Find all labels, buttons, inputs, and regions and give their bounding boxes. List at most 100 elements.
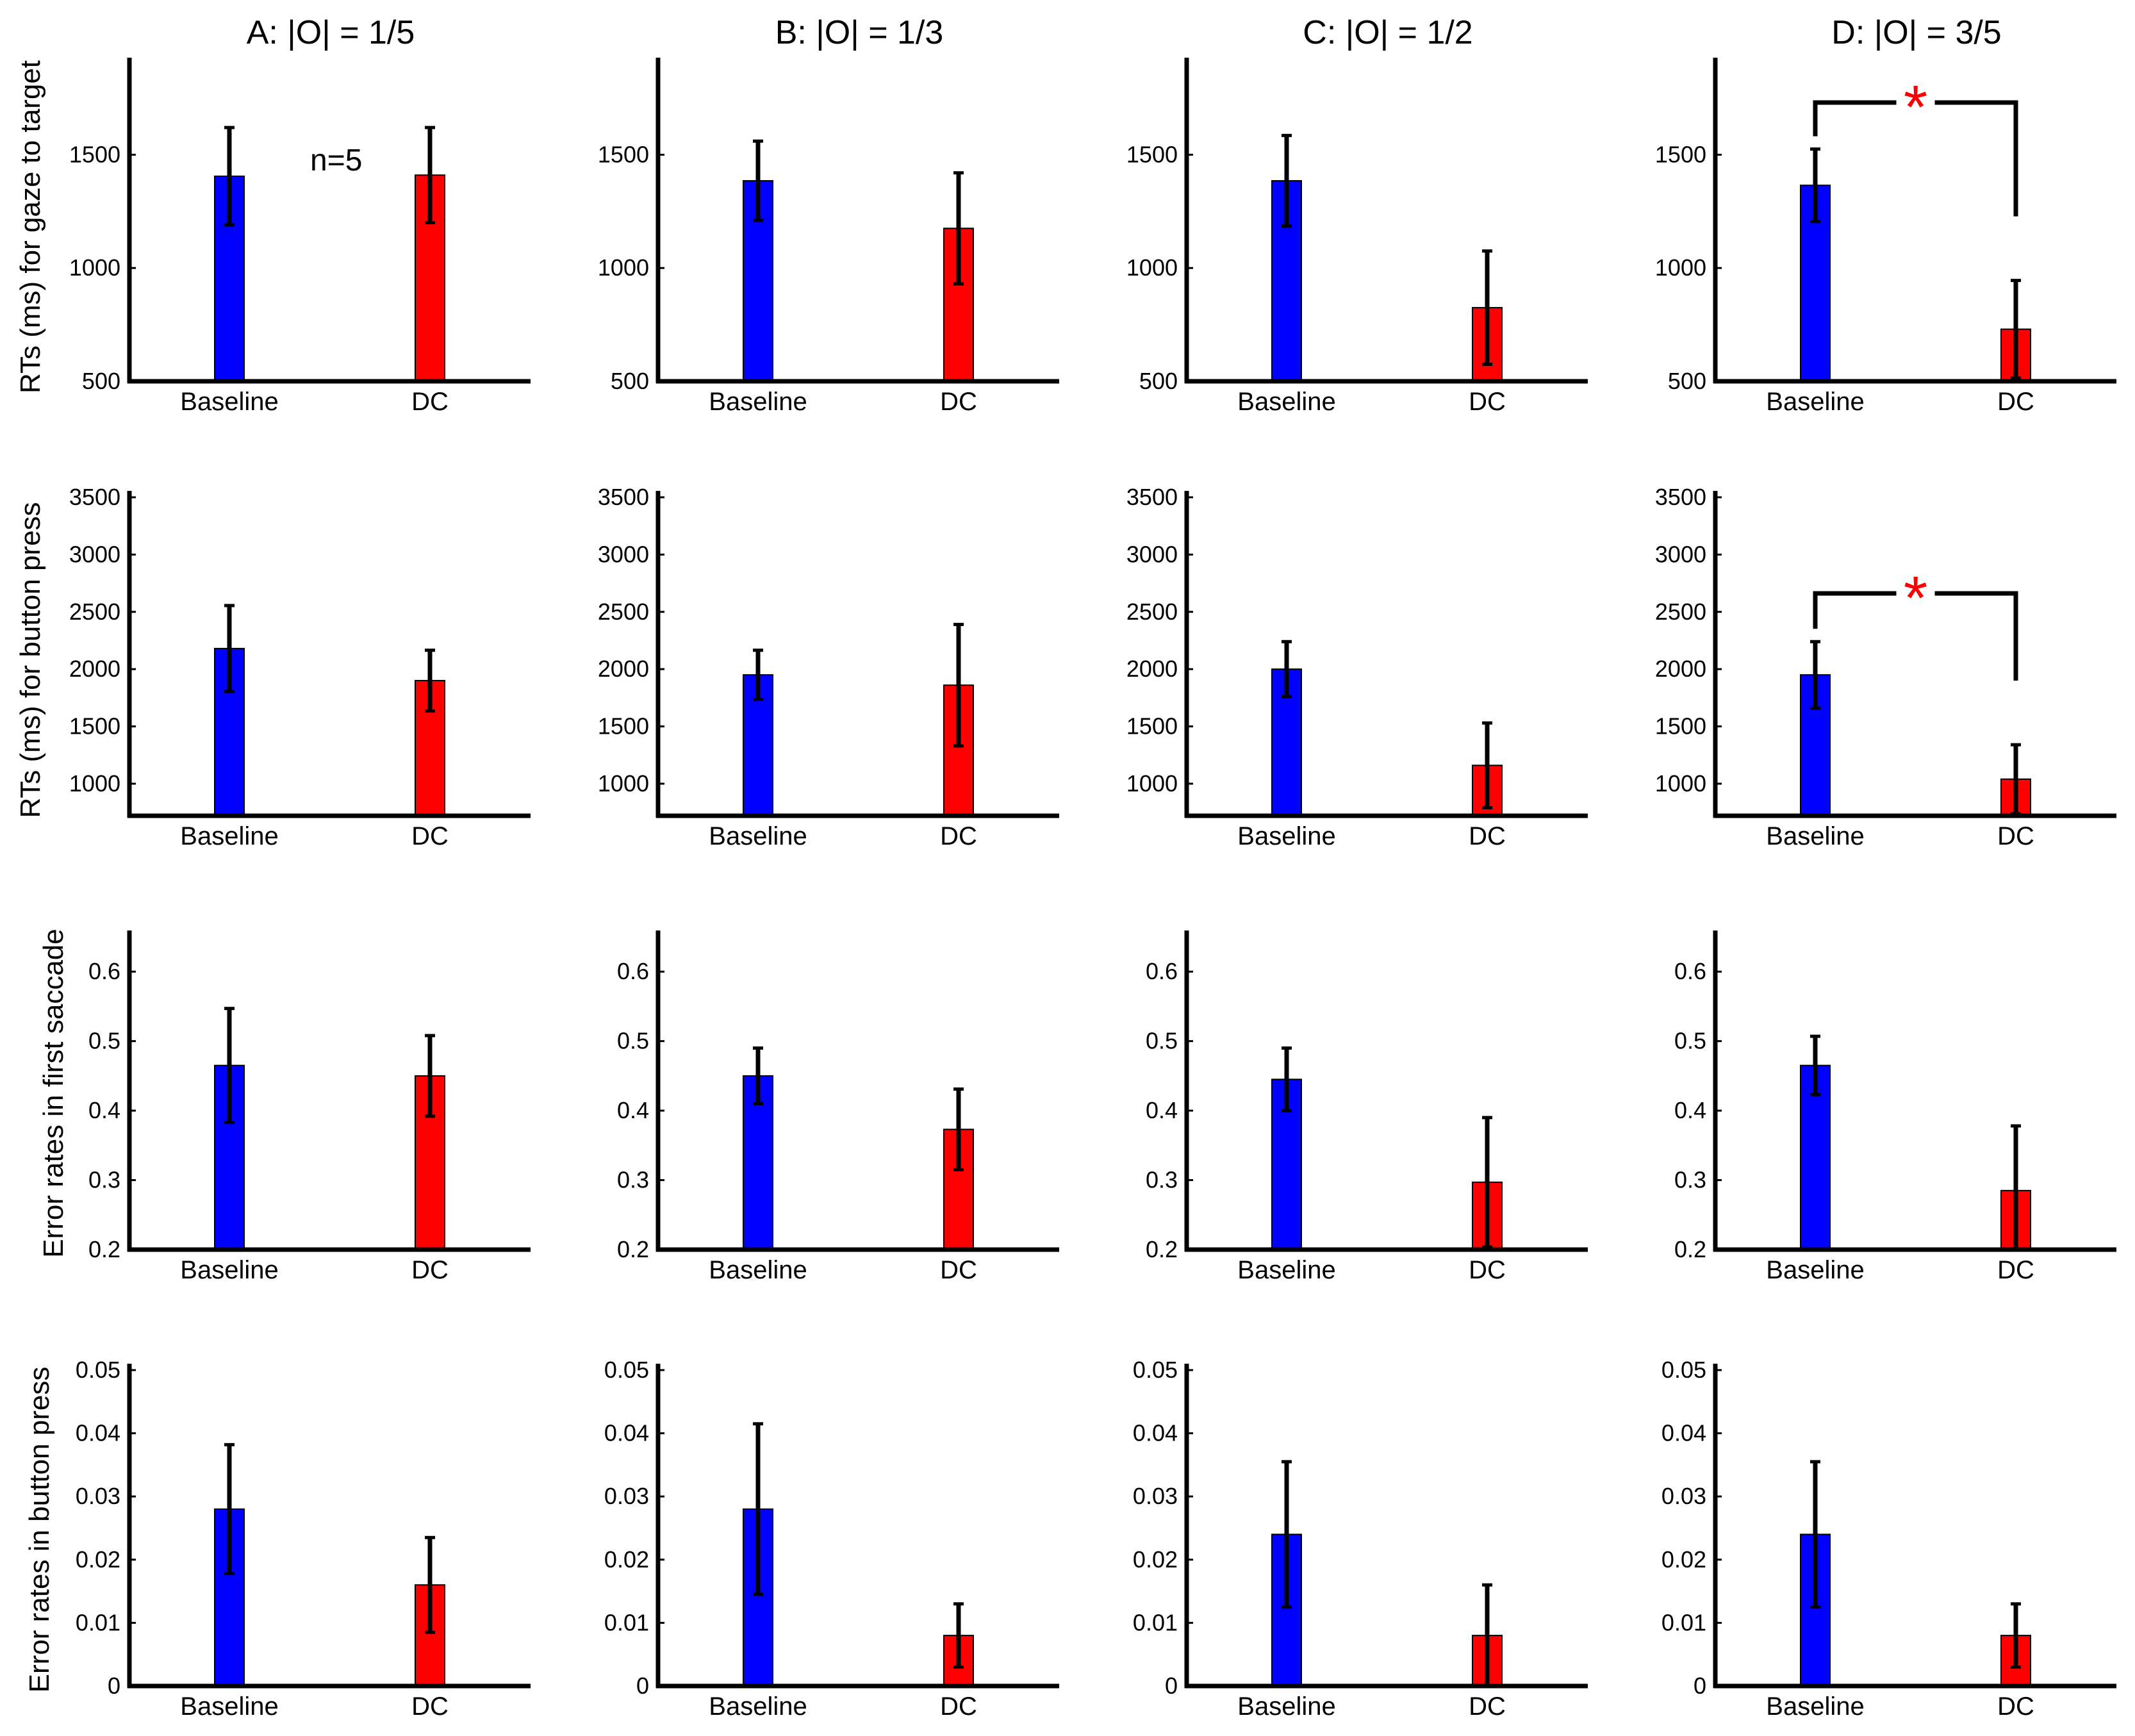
y-tick-label: 0.5 bbox=[617, 1028, 649, 1054]
y-tick-label: 1500 bbox=[1655, 141, 1706, 167]
y-tick-label: 0.6 bbox=[617, 958, 649, 984]
y-tick-label: 2000 bbox=[69, 656, 120, 682]
y-tick-label: 0.4 bbox=[1674, 1097, 1706, 1123]
y-tick-label: 3500 bbox=[1126, 484, 1178, 510]
y-tick-label: 0.05 bbox=[1133, 1357, 1178, 1383]
y-tick-label: 0 bbox=[1694, 1673, 1706, 1699]
y-tick-label: 1500 bbox=[1126, 141, 1178, 167]
category-label: DC bbox=[940, 1692, 977, 1721]
y-tick-label: 0.02 bbox=[604, 1546, 649, 1573]
y-tick-label: 0.6 bbox=[1146, 958, 1178, 984]
y-tick-label: 0.4 bbox=[617, 1097, 649, 1123]
row-label-saccade-error: Error rates in first saccade bbox=[38, 929, 69, 1258]
category-label: Baseline bbox=[1766, 388, 1864, 416]
y-tick-label: 1000 bbox=[1126, 254, 1178, 281]
significance-bracket bbox=[1813, 100, 2018, 217]
category-label: Baseline bbox=[180, 388, 278, 416]
y-tick-label: 1000 bbox=[1655, 770, 1706, 797]
y-tick-label: 3000 bbox=[1655, 541, 1706, 567]
y-tick-label: 0 bbox=[636, 1673, 649, 1699]
category-label: DC bbox=[1997, 1692, 2034, 1721]
y-tick-label: 2500 bbox=[69, 599, 120, 625]
y-tick-label: 0.05 bbox=[604, 1357, 649, 1383]
panel-2-3: 0.2 0.3 0.4 0.5 0.6 Baseline DC bbox=[1674, 930, 2116, 1284]
category-label: DC bbox=[411, 1692, 449, 1721]
y-tick-label: 0.5 bbox=[88, 1028, 120, 1054]
panel-0-1: 500 1000 1500 Baseline DC bbox=[598, 58, 1059, 416]
y-tick-label: 0.3 bbox=[1674, 1167, 1706, 1193]
y-tick-label: 0.04 bbox=[604, 1420, 649, 1446]
panel-1-3: 1000 1500 2000 2500 3000 3500 Baseline DC * bbox=[1655, 484, 2116, 850]
panel-2-2: 0.2 0.3 0.4 0.5 0.6 Baseline DC bbox=[1146, 930, 1588, 1284]
panel-0-0: 500 1000 1500 Baseline DC bbox=[69, 58, 531, 416]
category-label: Baseline bbox=[1237, 388, 1335, 416]
category-label: Baseline bbox=[709, 1692, 807, 1721]
y-tick-label: 0.6 bbox=[88, 958, 120, 984]
y-tick-label: 0.2 bbox=[1674, 1236, 1706, 1262]
y-tick-label: 0.02 bbox=[1133, 1546, 1178, 1573]
column-title-b: B: |O| = 1/3 bbox=[775, 14, 944, 51]
category-label: DC bbox=[411, 388, 449, 416]
bar-baseline bbox=[743, 180, 773, 382]
panel-3-3: 0 0.01 0.02 0.03 0.04 0.05 Baseline DC bbox=[1661, 1357, 2116, 1721]
y-tick-label: 3500 bbox=[1655, 484, 1706, 510]
y-tick-label: 0.2 bbox=[88, 1236, 120, 1262]
y-tick-label: 3000 bbox=[598, 541, 649, 567]
column-titles: A: |O| = 1/5 B: |O| = 1/3 C: |O| = 1/2 D… bbox=[247, 14, 2002, 51]
panels: 500 1000 1500 Baseline DC 500 1000 1500 Baseline… bbox=[69, 58, 2116, 1721]
category-label: DC bbox=[940, 388, 977, 416]
y-tick-label: 0.03 bbox=[1133, 1483, 1178, 1509]
y-tick-label: 0.01 bbox=[604, 1609, 649, 1635]
y-tick-label: 0.04 bbox=[76, 1420, 120, 1446]
category-label: Baseline bbox=[709, 388, 807, 416]
panel-2-0: 0.2 0.3 0.4 0.5 0.6 Baseline DC bbox=[88, 930, 531, 1284]
y-tick-label: 2000 bbox=[1126, 656, 1178, 682]
panel-1-1: 1000 1500 2000 2500 3000 3500 Baseline DC bbox=[598, 484, 1059, 850]
y-tick-label: 0.03 bbox=[1661, 1483, 1706, 1509]
y-tick-label: 0.05 bbox=[1661, 1357, 1706, 1383]
y-tick-label: 0 bbox=[108, 1673, 120, 1699]
column-title-c: C: |O| = 1/2 bbox=[1303, 14, 1472, 51]
y-tick-label: 0.04 bbox=[1133, 1420, 1178, 1446]
y-tick-label: 3000 bbox=[69, 541, 120, 567]
y-tick-label: 1500 bbox=[598, 141, 649, 167]
y-tick-label: 0.2 bbox=[617, 1236, 649, 1262]
category-label: Baseline bbox=[1766, 1256, 1864, 1284]
category-label: DC bbox=[1997, 388, 2034, 416]
y-tick-label: 500 bbox=[611, 368, 649, 394]
y-tick-label: 0.5 bbox=[1674, 1028, 1706, 1054]
y-tick-label: 1000 bbox=[1655, 254, 1706, 281]
category-label: Baseline bbox=[180, 822, 278, 850]
y-tick-label: 3500 bbox=[598, 484, 649, 510]
y-tick-label: 2000 bbox=[598, 656, 649, 682]
y-tick-label: 0.05 bbox=[76, 1357, 120, 1383]
significance-star: * bbox=[1904, 73, 1927, 142]
y-tick-label: 0.03 bbox=[76, 1483, 120, 1509]
y-tick-label: 1000 bbox=[1126, 770, 1178, 797]
y-tick-label: 0.3 bbox=[88, 1167, 120, 1193]
category-label: DC bbox=[940, 1256, 977, 1284]
panel-0-3: 500 1000 1500 Baseline DC * bbox=[1655, 58, 2116, 416]
category-label: DC bbox=[1469, 822, 1506, 850]
row-label-button-error: Error rates in button press bbox=[24, 1367, 55, 1693]
y-tick-label: 0.6 bbox=[1674, 958, 1706, 984]
category-label: DC bbox=[1997, 1256, 2034, 1284]
category-label: DC bbox=[1469, 1692, 1506, 1721]
y-tick-label: 0.02 bbox=[1661, 1546, 1706, 1573]
y-tick-label: 2500 bbox=[1655, 599, 1706, 625]
y-tick-label: 0.3 bbox=[617, 1167, 649, 1193]
y-tick-label: 0.5 bbox=[1146, 1028, 1178, 1054]
y-tick-label: 1500 bbox=[598, 713, 649, 740]
panel-1-0: 1000 1500 2000 2500 3000 3500 Baseline DC bbox=[69, 484, 531, 850]
y-tick-label: 1000 bbox=[69, 770, 120, 797]
y-tick-label: 1000 bbox=[598, 254, 649, 281]
panel-2-1: 0.2 0.3 0.4 0.5 0.6 Baseline DC bbox=[617, 930, 1059, 1284]
category-label: Baseline bbox=[1766, 822, 1864, 850]
y-tick-label: 2500 bbox=[1126, 599, 1178, 625]
y-tick-label: 1000 bbox=[598, 770, 649, 797]
category-label: Baseline bbox=[1237, 822, 1335, 850]
y-tick-label: 2500 bbox=[598, 599, 649, 625]
y-tick-label: 0.2 bbox=[1146, 1236, 1178, 1262]
significance-bracket bbox=[1813, 591, 2018, 681]
